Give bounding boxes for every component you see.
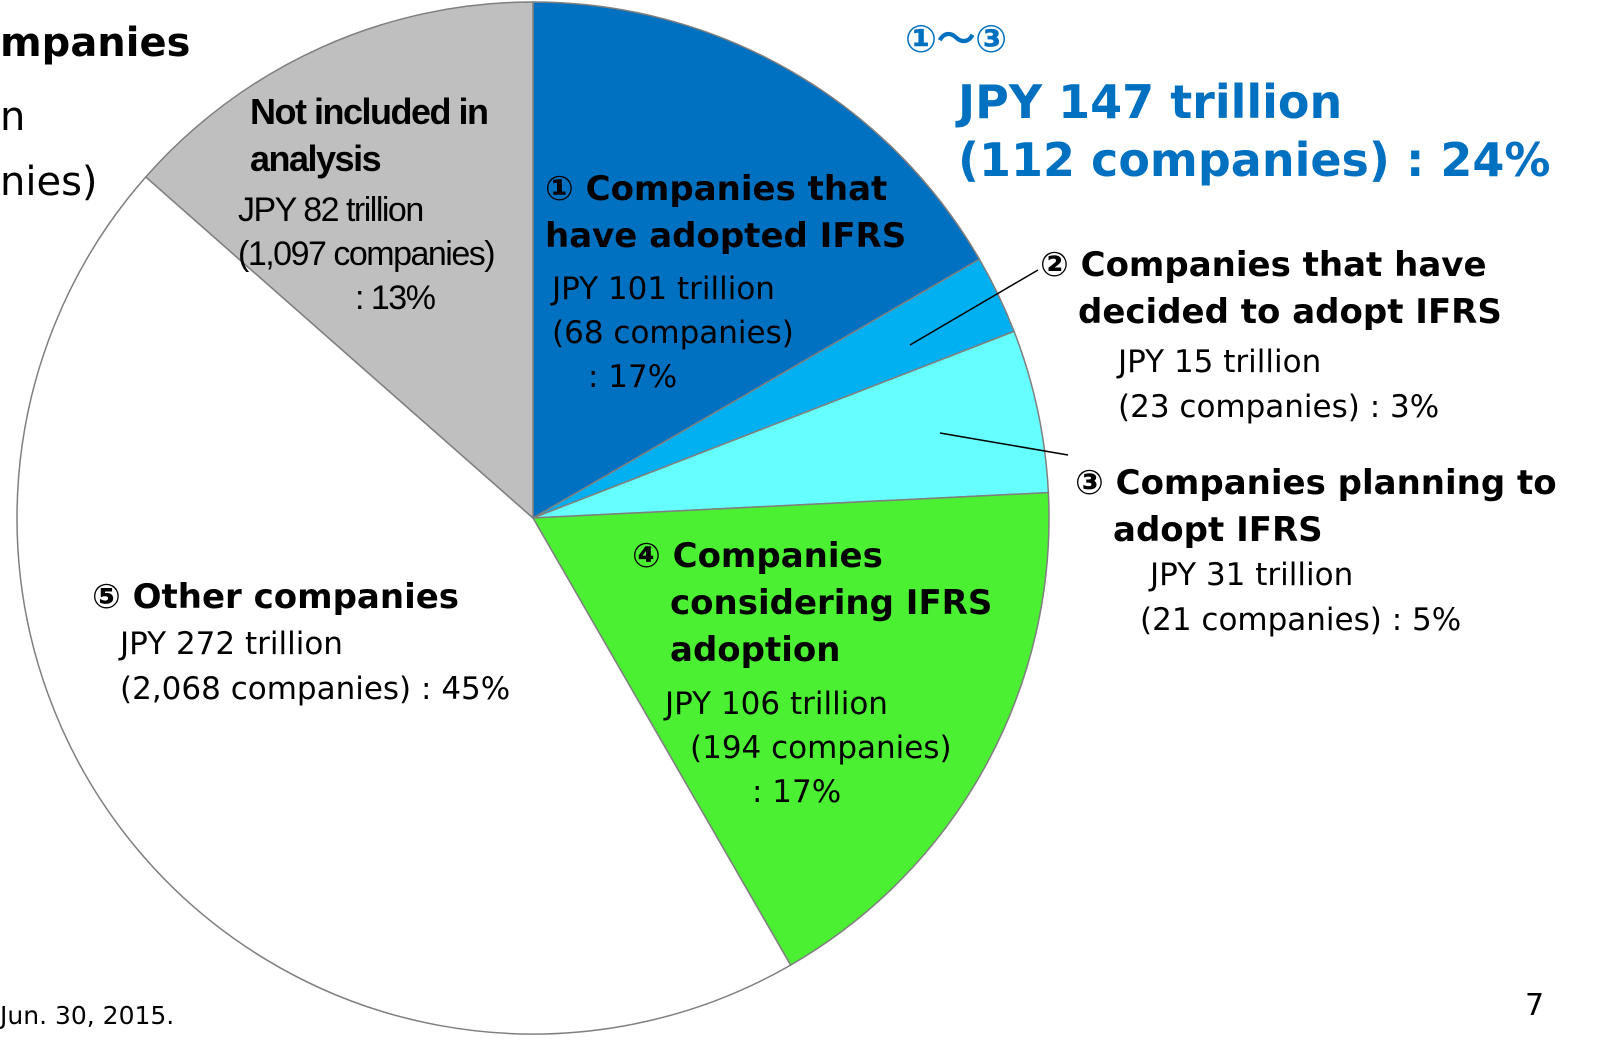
group-value: JPY 147 trillion: [958, 75, 1343, 129]
slice-value: JPY 272 trillion: [120, 626, 343, 662]
slice-companies: (23 companies): [1118, 389, 1360, 425]
slice-share: : 17%: [752, 774, 842, 810]
slice-name: Not included in analysis: [250, 91, 489, 179]
cropped-text: mpanies: [0, 20, 191, 66]
slice-share: : 17%: [588, 359, 678, 395]
pie-slice: [532, 330, 1050, 519]
slice-name: ④ Companies considering IFRS adoption: [632, 536, 993, 670]
slice-share: : 13%: [355, 279, 436, 317]
slice-companies: (1,097 companies): [238, 235, 496, 273]
slice-companies: (68 companies): [552, 315, 794, 351]
pie-slice: [16, 175, 792, 1035]
slice-value: JPY 15 trillion: [1118, 344, 1322, 380]
slice-share: : 3%: [1369, 389, 1440, 425]
slice-share: : 5%: [1391, 602, 1462, 638]
pie-slice: [532, 1, 981, 520]
page-number: 7: [1525, 988, 1545, 1023]
slice-detail: (23 companies) : 3%: [1118, 385, 1439, 429]
slice-value: JPY 31 trillion: [1150, 557, 1354, 593]
slice-companies: (194 companies): [690, 730, 952, 766]
footnote: Jun. 30, 2015.: [0, 1001, 175, 1030]
slice-companies: (21 companies): [1140, 602, 1382, 638]
slice-name: ⑤ Other companies: [92, 577, 460, 617]
slice-name: ③ Companies planning to adopt IFRS: [1075, 463, 1557, 550]
slice-name: ② Companies that have decided to adopt I…: [1040, 245, 1502, 332]
slice-value: JPY 101 trillion: [552, 271, 775, 307]
leader-line: [939, 432, 1069, 456]
group-label: ①～③: [905, 17, 1008, 61]
group-companies: (112 companies) : 24%: [958, 133, 1551, 187]
slice-value: JPY 82 trillion: [238, 191, 424, 229]
slice-value: JPY 106 trillion: [665, 686, 888, 722]
cropped-text: nies): [0, 159, 98, 205]
slice-detail: (21 companies) : 5%: [1140, 598, 1461, 642]
slice-detail: (2,068 companies) : 45%: [120, 667, 510, 711]
pie-slice: [144, 1, 534, 520]
slice-share: : 45%: [421, 671, 511, 707]
cropped-text: n: [0, 94, 26, 140]
leader-line: [909, 269, 1039, 346]
pie-slice: [531, 491, 1050, 967]
slice-name: ① Companies that have adopted IFRS: [545, 169, 907, 256]
slice-companies: (2,068 companies): [120, 671, 412, 707]
